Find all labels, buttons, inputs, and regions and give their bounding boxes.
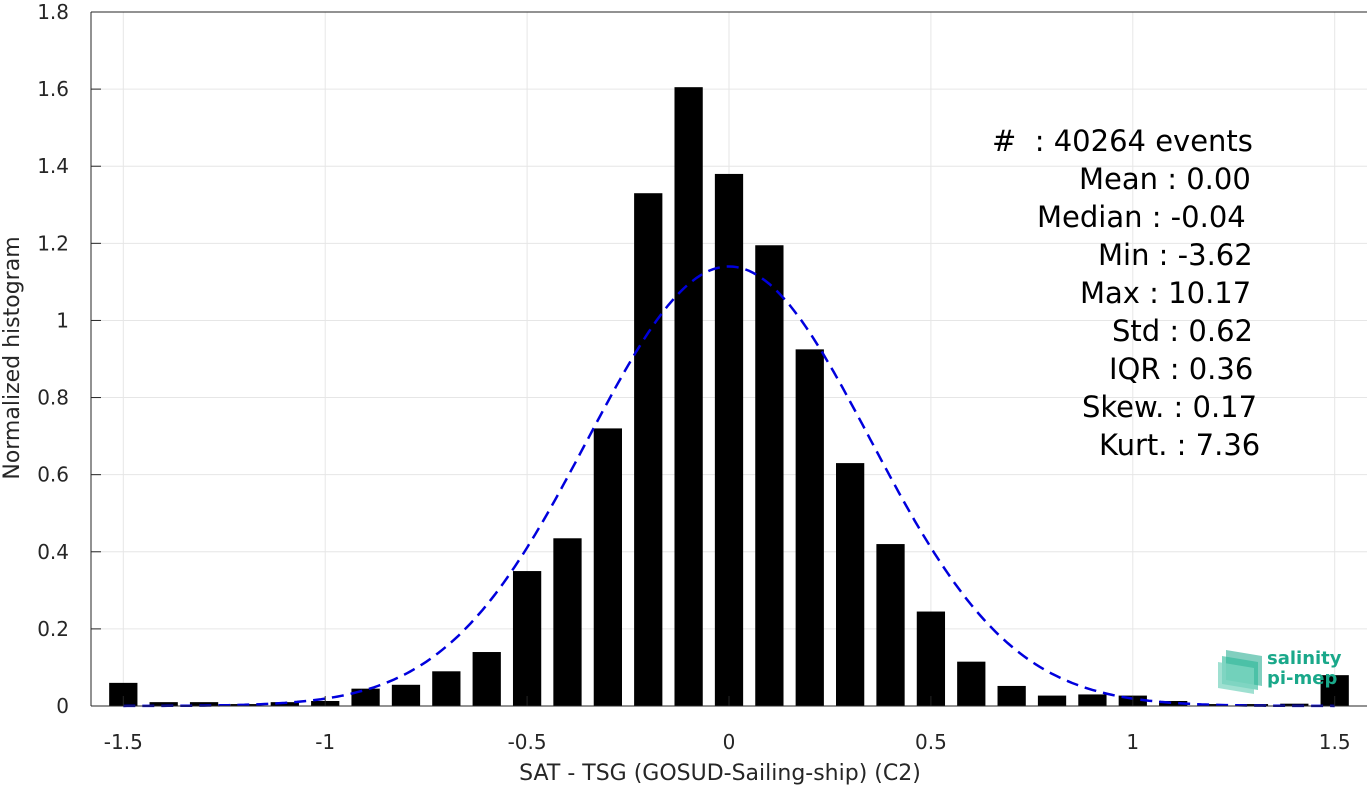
- histogram-bar: [755, 245, 784, 706]
- histogram-bar: [916, 611, 946, 706]
- y-axis-ticks: 0 0.2 0.4 0.6 0.8 1 1.2 1.4 1.6 1.8: [37, 0, 101, 718]
- y-tick-label: 1: [56, 308, 69, 332]
- y-tick-label: 1.4: [37, 154, 69, 178]
- histogram-bar: [836, 463, 865, 706]
- y-axis-label: Normalized histogram: [0, 236, 25, 479]
- x-axis-label: SAT - TSG (GOSUD-Sailing-ship) (C2): [519, 761, 921, 786]
- x-tick-label: 0.5: [915, 730, 947, 754]
- histogram-bar: [472, 652, 501, 706]
- stat-kurt: Kurt. : 7.36: [1099, 428, 1261, 462]
- histogram-bar: [1199, 704, 1228, 706]
- histogram-bar: [512, 571, 542, 706]
- stat-iqr: IQR : 0.36: [1109, 352, 1263, 386]
- wave-icon: [1218, 650, 1262, 694]
- stat-std: Std : 0.62: [1112, 314, 1263, 348]
- histogram-bar: [1159, 700, 1188, 706]
- y-tick-label: 0.8: [37, 386, 69, 410]
- histogram-bar: [351, 688, 380, 706]
- histogram-bar: [553, 538, 582, 706]
- histogram-bar: [109, 682, 138, 706]
- histogram-bar: [189, 702, 219, 706]
- x-tick-label: -1: [315, 730, 335, 754]
- histogram-bar: [1037, 695, 1067, 706]
- x-tick-label: 1.5: [1319, 730, 1351, 754]
- stat-events: # : 40264 events: [992, 124, 1253, 158]
- histogram-bar: [1078, 694, 1107, 706]
- y-tick-label: 1.8: [37, 0, 69, 24]
- y-tick-label: 0: [56, 694, 69, 718]
- salinity-pimep-logo: salinity pi-mep: [1216, 646, 1346, 696]
- y-tick-label: 1.2: [37, 231, 69, 255]
- histogram-bar: [593, 428, 622, 706]
- stat-max: Max : 10.17: [1080, 276, 1252, 310]
- x-tick-label: 0: [723, 730, 736, 754]
- stat-mean: Mean : 0.00: [1079, 162, 1261, 196]
- x-tick-label: 1: [1126, 730, 1139, 754]
- statistics-panel: # : 40264 events Mean : 0.00 Median : -0…: [930, 122, 1278, 464]
- histogram-bar: [674, 87, 703, 706]
- histogram-bar: [997, 685, 1026, 706]
- histogram-bar: [1239, 704, 1269, 706]
- y-tick-label: 0.6: [37, 463, 69, 487]
- y-tick-label: 0.2: [37, 617, 69, 641]
- histogram-bar: [714, 173, 744, 706]
- x-tick-label: -1.5: [104, 730, 143, 754]
- histogram-bar: [149, 702, 178, 706]
- histogram-bar: [876, 544, 905, 706]
- logo-line2: pi-mep: [1267, 668, 1338, 689]
- histogram-bars: [109, 87, 1349, 706]
- histogram-bar: [391, 684, 421, 706]
- stat-median: Median : -0.04: [1037, 200, 1255, 234]
- x-axis-ticks: -1.5 -1 -0.5 0 0.5 1 1.5: [104, 696, 1351, 754]
- histogram-bar: [957, 661, 986, 706]
- histogram-bar: [432, 671, 461, 706]
- stat-min: Min : -3.62: [1098, 238, 1262, 272]
- histogram-bar: [634, 193, 663, 706]
- y-tick-label: 0.4: [37, 540, 69, 564]
- y-tick-label: 1.6: [37, 77, 69, 101]
- x-tick-label: -0.5: [508, 730, 547, 754]
- histogram-bar: [795, 349, 824, 706]
- stat-skew: Skew. : 0.17: [1082, 390, 1258, 424]
- logo-line1: salinity: [1267, 648, 1342, 669]
